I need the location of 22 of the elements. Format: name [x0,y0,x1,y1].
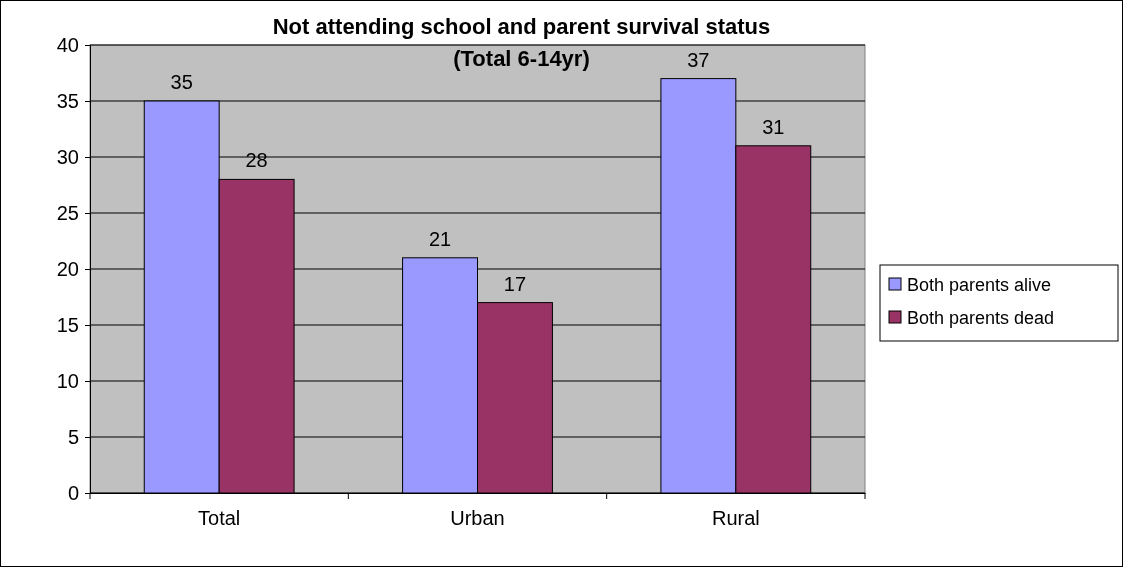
data-label: 21 [428,227,452,250]
x-tick-label: Urban [450,507,505,530]
y-tick-label: 40 [56,33,79,56]
chart-subtitle: (Total 6-14yr) [453,46,590,71]
x-tick-label: Total [198,507,241,530]
y-tick-label: 5 [67,425,79,448]
y-tick-label: 10 [56,369,79,392]
y-tick-label: 25 [56,201,79,224]
y-tick-label: 20 [56,257,79,280]
y-tick-label: 30 [56,145,79,168]
y-tick-label: 0 [67,481,79,504]
x-tick-label: Rural [711,507,760,530]
y-tick-label: 35 [56,89,79,112]
data-label: 17 [503,272,527,295]
y-tick-label: 15 [56,313,79,336]
chart-title: Not attending school and parent survival status [272,14,771,39]
data-label: 28 [245,149,268,172]
data-label: 35 [170,71,193,93]
data-label: 37 [687,48,710,71]
legend-label: Both parents dead [907,308,1055,328]
legend-label: Both parents alive [907,275,1052,295]
data-label: 31 [762,115,785,138]
